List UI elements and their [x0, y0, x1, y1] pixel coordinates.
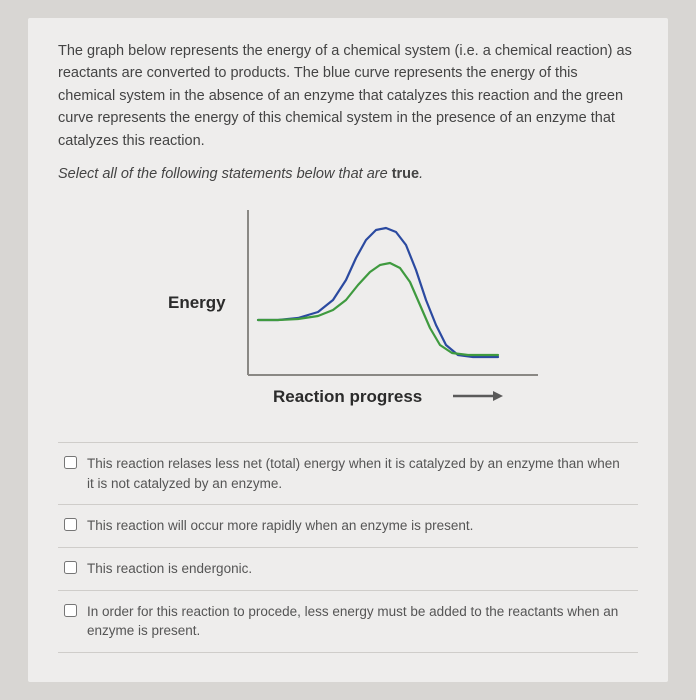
intro-text: The graph below represents the energy of…	[58, 40, 638, 152]
chart-container: Energy Reaction progress	[58, 200, 638, 420]
option-checkbox[interactable]	[64, 604, 77, 617]
x-axis-arrow-head	[493, 391, 503, 401]
y-axis-label: Energy	[168, 293, 226, 312]
option-row: This reaction is endergonic.	[58, 548, 638, 591]
option-label: This reaction relases less net (total) e…	[87, 454, 630, 493]
instruction-prefix: Select all of the following statements b…	[58, 166, 392, 182]
option-row: In order for this reaction to procede, l…	[58, 591, 638, 653]
option-checkbox[interactable]	[64, 456, 77, 469]
option-checkbox[interactable]	[64, 561, 77, 574]
energy-chart: Energy Reaction progress	[138, 200, 558, 420]
option-label: This reaction is endergonic.	[87, 559, 630, 579]
option-label: This reaction will occur more rapidly wh…	[87, 516, 630, 536]
question-panel: The graph below represents the energy of…	[28, 18, 668, 682]
curve-no-enzyme	[258, 228, 498, 357]
option-row: This reaction will occur more rapidly wh…	[58, 505, 638, 548]
instruction-true-word: true	[392, 166, 419, 182]
instruction-suffix: .	[419, 166, 423, 182]
curve-enzyme	[258, 263, 498, 355]
x-axis-label: Reaction progress	[273, 387, 422, 406]
option-label: In order for this reaction to procede, l…	[87, 602, 630, 641]
options-list: This reaction relases less net (total) e…	[58, 442, 638, 652]
option-checkbox[interactable]	[64, 518, 77, 531]
option-row: This reaction relases less net (total) e…	[58, 443, 638, 505]
instruction-text: Select all of the following statements b…	[58, 166, 638, 182]
